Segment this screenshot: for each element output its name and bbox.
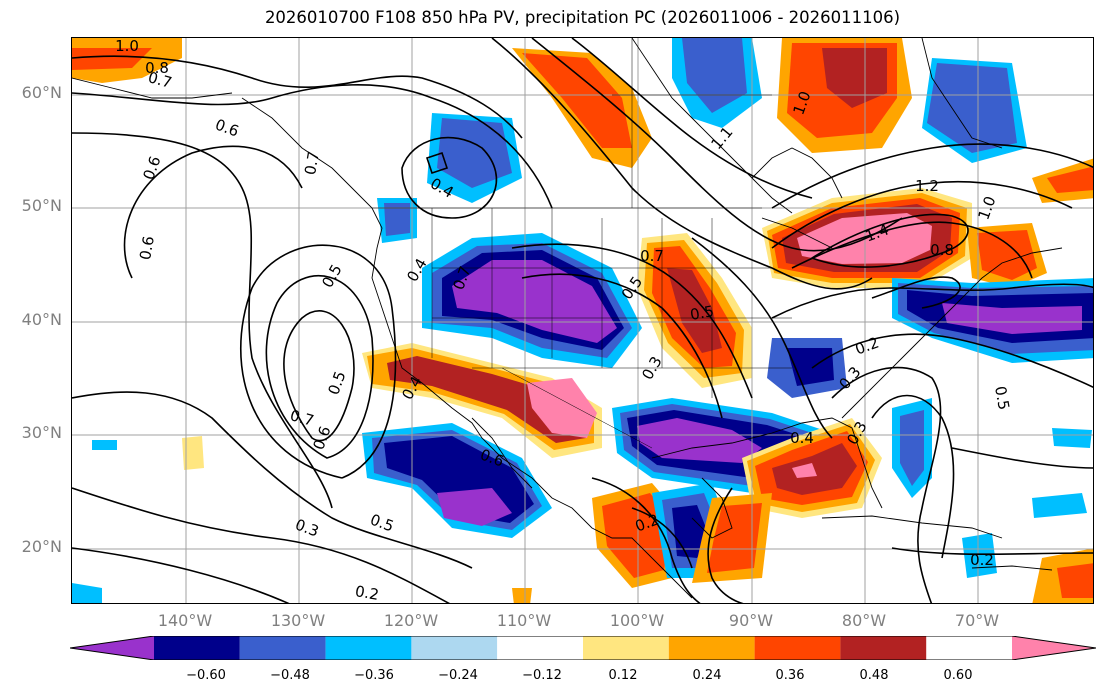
- colorbar-tick-label: 0.48: [859, 668, 889, 683]
- contour-label: 0.6: [309, 424, 334, 453]
- contour-label: 0.7: [146, 68, 174, 92]
- colorbar-segment: [583, 636, 669, 660]
- lon-label-140w: 140°W: [157, 611, 213, 630]
- contour-label: 0.5: [991, 385, 1013, 412]
- colorbar-tick-label: −0.24: [438, 668, 478, 683]
- borders: [372, 38, 792, 449]
- colorbar-segment: [840, 636, 927, 660]
- lat-label-60n: 60°N: [21, 83, 62, 102]
- lon-label-110w: 110°W: [496, 611, 552, 630]
- lon-label-90w: 90°W: [728, 611, 774, 630]
- contour-label: 0.7: [640, 247, 664, 265]
- colorbar-segment: [668, 636, 755, 660]
- map-svg: 1.00.80.70.60.60.60.70.40.40.50.50.70.60…: [72, 38, 1093, 604]
- lon-label-100w: 100°W: [609, 611, 665, 630]
- colorbar-tick-label: 0.60: [943, 668, 973, 683]
- colorbar: [70, 636, 1096, 660]
- contour-label: 0.6: [136, 235, 158, 262]
- contour-label: 0.2: [853, 333, 882, 358]
- contour-label: 0.6: [139, 154, 164, 183]
- colorbar-tick-label: −0.48: [270, 668, 310, 683]
- contour-label: 0.3: [293, 515, 322, 540]
- graticule: [72, 38, 1093, 603]
- contour-label: 0.5: [324, 369, 349, 398]
- colorbar-tick-label: 0.24: [692, 668, 722, 683]
- colorbar-segments: [70, 636, 1096, 660]
- colorbar-tick-label: −0.60: [186, 668, 226, 683]
- colorbar-tick-label: −0.36: [354, 668, 394, 683]
- contour-label: 0.5: [689, 302, 716, 324]
- contour-label: 0.5: [318, 261, 346, 291]
- colorbar-tick-label: −0.12: [522, 668, 562, 683]
- contour-label: 0.7: [301, 150, 323, 177]
- colorbar-tick-label: 0.12: [608, 668, 638, 683]
- coastlines: [72, 38, 1063, 599]
- colorbar-segment: [154, 636, 240, 660]
- contour-label: 0.2: [970, 551, 994, 569]
- lat-label-40n: 40°N: [21, 310, 62, 329]
- contour-label: 1.1: [707, 123, 736, 153]
- lat-label-50n: 50°N: [21, 196, 62, 215]
- colorbar-segment: [754, 636, 841, 660]
- colorbar-segment: [239, 636, 326, 660]
- contour-label: 0.7: [288, 406, 316, 430]
- contour-label: 0.2: [354, 582, 381, 604]
- lon-label-70w: 70°W: [954, 611, 1000, 630]
- colorbar-segment: [1012, 636, 1096, 660]
- colorbar-segment: [70, 636, 154, 660]
- contour-label: 0.5: [368, 510, 397, 535]
- chart-title: 2026010700 F108 850 hPa PV, precipitatio…: [264, 8, 901, 27]
- map-panel[interactable]: 1.0 0.8 0.7 0.6 0.6 0.6 0.7 0.4 0.4 0.5 0.5 0.7 0.6 0…: [71, 37, 1094, 604]
- colorbar-segment: [411, 636, 498, 660]
- contour-label: 0.3: [638, 353, 666, 383]
- contour-label: 0.4: [790, 429, 814, 447]
- lon-label-130w: 130°W: [270, 611, 326, 630]
- colorbar-tick-label: 0.36: [775, 668, 805, 683]
- lon-label-120w: 120°W: [383, 611, 439, 630]
- colorbar-segment: [497, 636, 583, 660]
- contour-label: 1.2: [915, 177, 939, 195]
- lat-label-30n: 30°N: [21, 423, 62, 442]
- contour-label: 0.8: [930, 241, 954, 259]
- pv-contours: [72, 38, 1093, 603]
- contour-label: 0.8: [145, 59, 169, 77]
- contour-label: 1.0: [115, 38, 139, 55]
- lat-label-20n: 20°N: [21, 537, 62, 556]
- contour-label: 0.6: [213, 115, 242, 140]
- colorbar-segment: [325, 636, 412, 660]
- lon-label-80w: 80°W: [841, 611, 887, 630]
